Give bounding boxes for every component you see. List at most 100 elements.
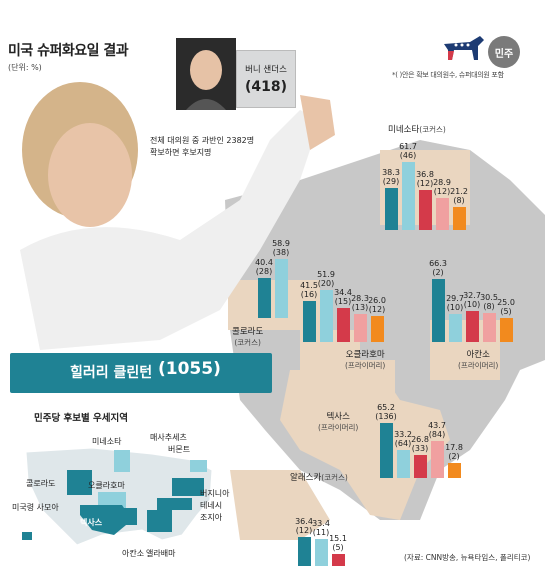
data-label: 40.4 (28) (249, 258, 279, 276)
data-label-delegates: (11) (312, 528, 330, 538)
data-label-delegates: (29) (382, 176, 400, 186)
data-label: 65.2 (136) (371, 403, 401, 421)
minimap-label-tennessee: 테네시 (200, 501, 223, 510)
data-label-value: 28.3 (351, 293, 369, 303)
data-label-delegates: (16) (300, 289, 318, 299)
minimap (22, 447, 213, 546)
sanders-photo (176, 38, 236, 110)
minimap-label-virginia: 버지니아 (200, 489, 230, 498)
clinton-delegates: (1055) (158, 359, 221, 379)
data-label-delegates: (8) (453, 195, 465, 205)
unit-label: (단위: %) (8, 63, 42, 72)
data-label-value: 33.4 (312, 519, 330, 529)
data-label: 21.2 (8) (444, 187, 474, 205)
clinton-banner (10, 353, 272, 393)
bar (298, 536, 311, 566)
data-label: 36.8 (12) (410, 170, 440, 188)
bar (371, 316, 384, 342)
data-label-delegates: (46) (399, 151, 417, 161)
data-label: 34.4 (15) (328, 288, 358, 306)
data-label-value: 33.2 (394, 429, 412, 439)
minimap-title: 민주당 후보별 우세지역 (34, 413, 129, 424)
data-label-value: 66.3 (429, 259, 447, 268)
data-label-value: 34.4 (334, 287, 352, 297)
bar (449, 313, 462, 342)
data-label-value: 41.5 (300, 280, 318, 290)
minimap-label-alabama: 앨라배마 (146, 549, 176, 558)
data-label: 15.1 (5) (323, 534, 353, 552)
state-label-texas: 텍사스 (프라이머리) (318, 412, 359, 432)
bar (397, 449, 410, 478)
minimap-label-samoa: 미국령 사모아 (12, 503, 59, 512)
minimap-label-colorado: 콜로라도 (26, 479, 56, 488)
data-label-value: 36.4 (295, 516, 313, 526)
minimap-label-vermont: 버몬트 (168, 445, 191, 454)
bar (320, 290, 333, 342)
data-label-value: 40.4 (255, 257, 273, 267)
minimap-label-arkansas: 아칸소 (122, 549, 145, 558)
bar (500, 318, 513, 342)
minimap-label-georgia: 조지아 (200, 513, 223, 522)
data-label-value: 65.2 (377, 402, 395, 412)
data-label-value: 15.1 (329, 533, 347, 543)
data-label-delegates: (2) (432, 268, 444, 277)
state-label-arkansas: 아칸소 (프라이머리) (458, 350, 499, 370)
minimap-label-oklahoma: 오클라호마 (88, 481, 125, 490)
bar (466, 310, 479, 342)
data-label-delegates: (28) (255, 266, 273, 276)
data-label-delegates: (2) (448, 451, 460, 461)
data-label: 29.7 (10) (440, 294, 470, 312)
data-label-value: 28.9 (433, 178, 451, 188)
data-label-value: 61.7 (399, 142, 417, 152)
bar (332, 553, 345, 566)
data-label: 25.0 (5) (491, 298, 521, 316)
data-label-delegates: (10) (463, 299, 481, 309)
data-label: 66.3 (2) (423, 259, 453, 277)
data-label-delegates: (5) (332, 542, 344, 552)
bar (432, 279, 445, 342)
data-label-value: 58.9 (272, 239, 290, 249)
source-note: (자료: CNN방송, 뉴욕타임스, 폴리티코) (404, 553, 531, 562)
data-label: 58.9 (38) (266, 239, 296, 257)
data-label-delegates: (84) (428, 429, 446, 439)
delegate-note: *( )안은 확보 대의원수, 슈퍼대의원 포함 (392, 71, 504, 79)
bar (303, 300, 316, 342)
bar (453, 206, 466, 230)
data-label-value: 43.7 (428, 420, 446, 430)
minimap-label-texas: 텍사스 (80, 518, 103, 527)
data-label: 41.5 (16) (294, 281, 324, 299)
chart-title: 미국 슈퍼화요일 결과 (8, 43, 129, 59)
data-label: 28.3 (13) (345, 294, 375, 312)
clinton-name: 힐러리 클린턴 (70, 365, 153, 381)
data-label-delegates: (136) (375, 411, 397, 421)
data-label-delegates: (10) (446, 302, 464, 312)
data-label-value: 30.5 (480, 293, 498, 303)
data-label-value: 25.0 (497, 298, 515, 308)
state-label-alaska: 알래스카(코커스) (290, 473, 348, 483)
data-label-value: 26.8 (411, 435, 429, 445)
data-label-delegates: (12) (433, 187, 451, 197)
bar (385, 187, 398, 230)
bar (258, 277, 271, 318)
data-label: 51.9 (20) (311, 270, 341, 288)
data-label-value: 17.8 (445, 442, 463, 452)
bar (315, 539, 328, 566)
bar (436, 198, 449, 230)
data-label: 36.4 (12) (289, 517, 319, 535)
state-label-oklahoma: 오클라호마 (프라이머리) (345, 350, 386, 370)
bar (337, 307, 350, 342)
bar (354, 313, 367, 342)
majority-note: 전체 대의원 중 과반인 2382명 확보하면 후보지명 (150, 136, 255, 157)
party-badge: 민주 (488, 36, 520, 68)
data-label-value: 36.8 (416, 169, 434, 179)
data-label-delegates: (15) (334, 296, 352, 306)
bar (275, 259, 288, 318)
data-label-delegates: (33) (411, 444, 429, 454)
data-label: 17.8 (2) (439, 443, 469, 461)
bar (414, 455, 427, 478)
data-label: 38.3 (29) (376, 168, 406, 186)
bar (431, 440, 444, 478)
sanders-delegates: (418) (244, 79, 288, 95)
donkey-icon (444, 36, 484, 60)
